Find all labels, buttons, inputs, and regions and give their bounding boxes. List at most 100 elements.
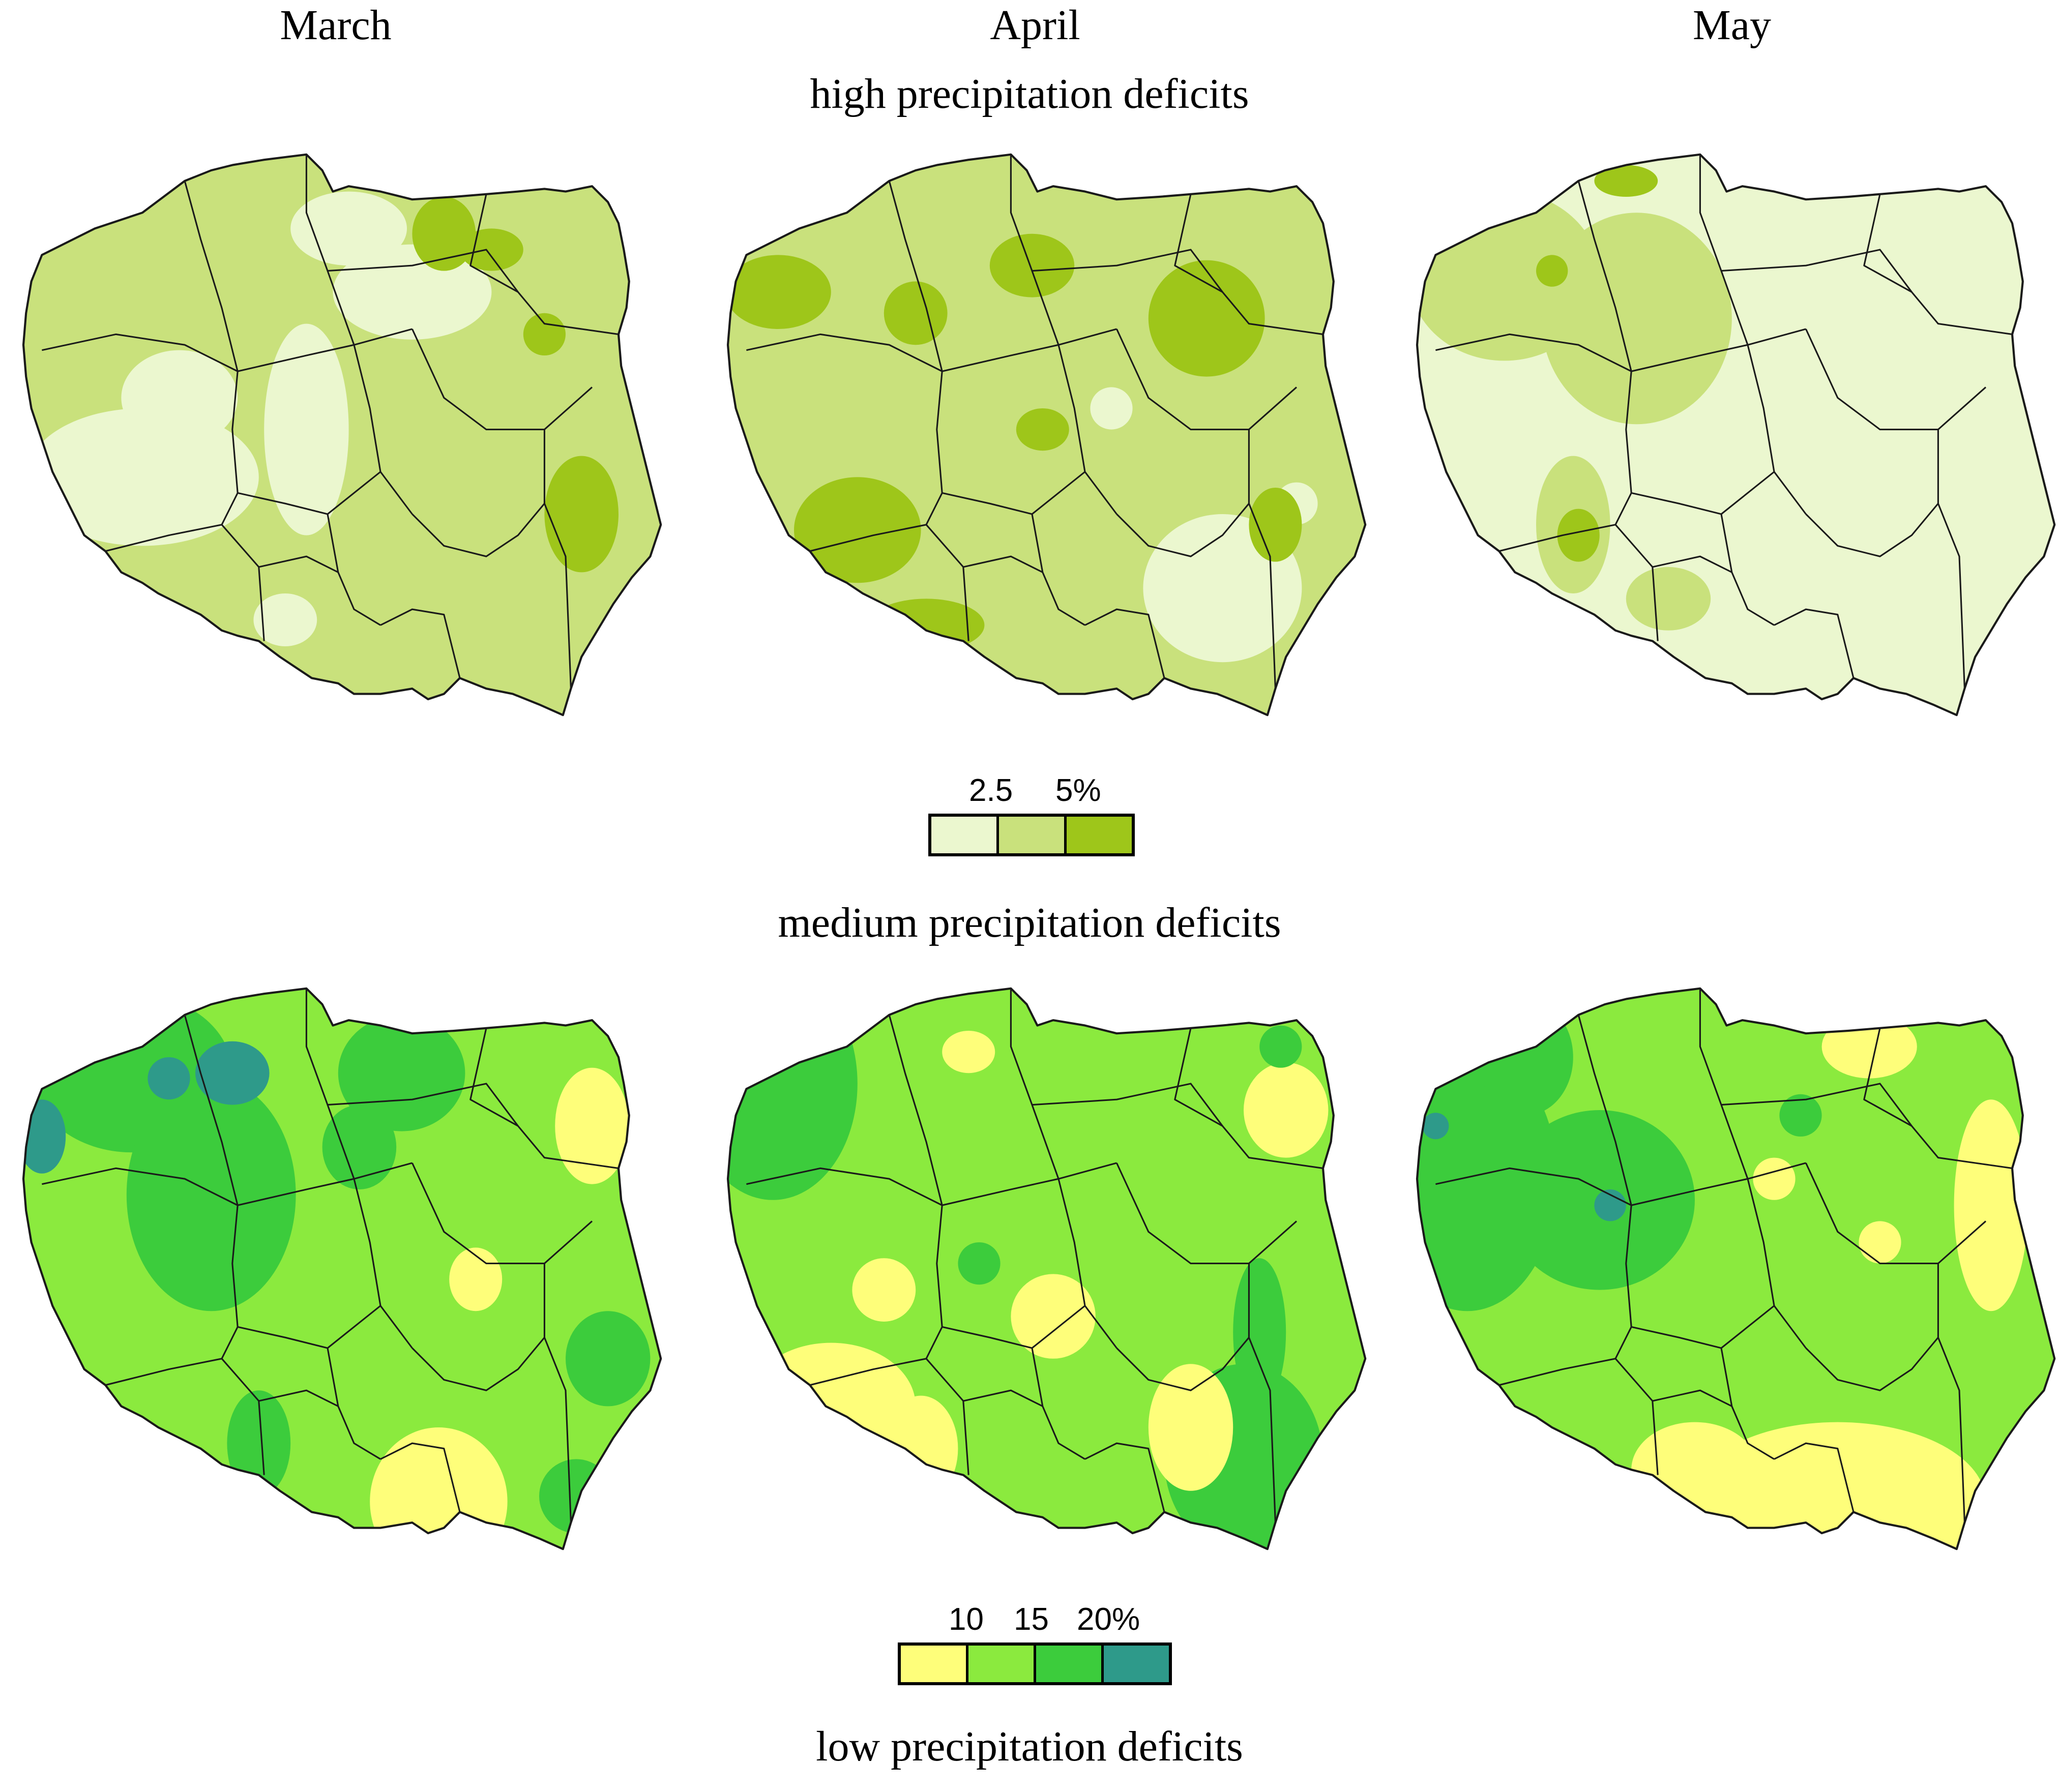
- voivodeship-border-7: [1747, 1178, 1807, 1349]
- voivodeship-border-9: [237, 471, 381, 515]
- voivodeship-border-4: [1699, 988, 1749, 1179]
- map-region-7: [370, 1427, 508, 1549]
- voivodeship-border-7: [1057, 344, 1117, 515]
- map-region-9: [449, 1247, 503, 1311]
- voivodeship-border-3: [237, 1162, 413, 1206]
- voivodeship-border-12: [1031, 1348, 1085, 1460]
- voivodeship-border-5: [327, 249, 519, 293]
- map-region-1: [26, 408, 259, 546]
- map-region-11: [942, 1031, 995, 1073]
- map-region-5: [148, 1057, 190, 1100]
- voivodeship-border-4: [1699, 154, 1749, 345]
- map-region-3: [1233, 1258, 1286, 1407]
- legend-medium: 10 15 20%: [898, 1602, 1172, 1688]
- voivodeship-border-14: [1248, 429, 1276, 689]
- voivodeship-border-15: [380, 608, 461, 678]
- map-region-6: [412, 197, 476, 271]
- voivodeship-border-15: [380, 1442, 461, 1512]
- voivodeship-border-6: [1863, 194, 2013, 335]
- voivodeship-border-12: [327, 514, 381, 626]
- voivodeship-border-10: [1498, 1326, 1632, 1386]
- voivodeship-border-7: [353, 344, 413, 515]
- legend-medium-label-2: 15: [1014, 1602, 1049, 1637]
- country-border: [1416, 153, 2056, 716]
- legend-medium-bar: [898, 1642, 1172, 1685]
- legend-medium-swatch-3: [1036, 1646, 1104, 1682]
- voivodeship-border-10: [809, 492, 943, 552]
- voivodeship-border-6: [469, 194, 619, 335]
- voivodeship-border-4: [305, 988, 355, 1179]
- map-region-8: [1011, 1274, 1096, 1359]
- country-border: [22, 153, 662, 716]
- voivodeship-border-5: [1032, 249, 1223, 293]
- map-region-3: [1478, 999, 1573, 1116]
- map-region-3: [1148, 260, 1265, 377]
- map-region-6: [746, 1342, 916, 1470]
- section-title-low: low precipitation deficits: [816, 1723, 1243, 1770]
- map-region-12: [1422, 1113, 1449, 1140]
- map-region-4: [195, 1041, 270, 1105]
- voivodeship-border-2: [42, 1167, 238, 1206]
- voivodeship-border-15: [1774, 608, 1855, 678]
- voivodeship-border-12: [1720, 1348, 1775, 1460]
- voivodeship-border-3: [942, 1162, 1117, 1206]
- map-region-5: [1536, 255, 1568, 287]
- voivodeship-border-15: [1084, 608, 1165, 678]
- voivodeship-border-13: [1805, 503, 1939, 557]
- voivodeship-border-9: [942, 471, 1085, 515]
- map-region-5: [1016, 408, 1069, 451]
- voivodeship-border-8: [1805, 328, 1987, 431]
- voivodeship-border-9: [237, 1305, 381, 1349]
- voivodeship-border-1: [888, 1014, 943, 1327]
- voivodeship-border-3: [942, 328, 1117, 372]
- map-region-7: [852, 1258, 916, 1322]
- legend-medium-swatch-1: [901, 1646, 968, 1682]
- map-region-7: [1821, 1014, 1917, 1079]
- legend-medium-labels: 10 15 20%: [898, 1602, 1167, 1637]
- map-high-march: [10, 132, 671, 737]
- map-region-2: [121, 350, 238, 445]
- legend-high-labels: 2.5 5%: [928, 773, 1132, 809]
- map-region-4: [884, 281, 948, 345]
- voivodeship-border-16: [1652, 1389, 1732, 1407]
- map-region-2: [989, 233, 1075, 297]
- voivodeship-border-2: [746, 1167, 943, 1206]
- voivodeship-border-7: [1747, 344, 1807, 515]
- voivodeship-border-15: [1084, 1442, 1165, 1512]
- map-medium-may: [1404, 966, 2059, 1571]
- voivodeship-border-1: [184, 181, 239, 493]
- voivodeship-border-16: [258, 555, 339, 573]
- voivodeship-border-4: [1010, 988, 1060, 1179]
- map-region-8: [1090, 387, 1133, 430]
- voivodeship-border-15: [1774, 1442, 1855, 1512]
- legend-medium-label-1: 10: [949, 1602, 984, 1637]
- voivodeship-border-6: [1174, 194, 1323, 335]
- voivodeship-border-8: [1805, 1162, 1987, 1265]
- voivodeship-border-10: [1498, 492, 1632, 552]
- section-title-high: high precipitation deficits: [810, 70, 1249, 117]
- voivodeship-border-8: [1115, 1162, 1298, 1265]
- legend-high-swatch-1: [931, 817, 999, 853]
- map-region-6: [1557, 509, 1600, 562]
- voivodeship-border-12: [1720, 514, 1775, 626]
- voivodeship-border-5: [1032, 1083, 1223, 1127]
- voivodeship-border-5: [327, 1083, 519, 1127]
- map-region-7: [1626, 567, 1711, 631]
- voivodeship-border-1: [1577, 181, 1632, 493]
- voivodeship-border-7: [1057, 1178, 1117, 1349]
- voivodeship-border-12: [327, 1348, 381, 1460]
- map-region-11: [227, 1390, 291, 1497]
- legend-high-swatch-2: [999, 817, 1067, 853]
- voivodeship-border-13: [1805, 1337, 1939, 1391]
- voivodeship-border-9: [1631, 1305, 1775, 1349]
- map-region-8: [555, 1067, 629, 1184]
- month-label-april: April: [990, 2, 1080, 49]
- voivodeship-border-6: [469, 1028, 619, 1169]
- country-border: [1416, 987, 2056, 1550]
- map-medium-march: [10, 966, 671, 1571]
- voivodeship-border-13: [411, 1337, 545, 1391]
- voivodeship-border-13: [1116, 503, 1250, 557]
- map-region-12: [1259, 1025, 1302, 1068]
- month-label-march: March: [280, 2, 392, 49]
- legend-medium-swatch-2: [968, 1646, 1036, 1682]
